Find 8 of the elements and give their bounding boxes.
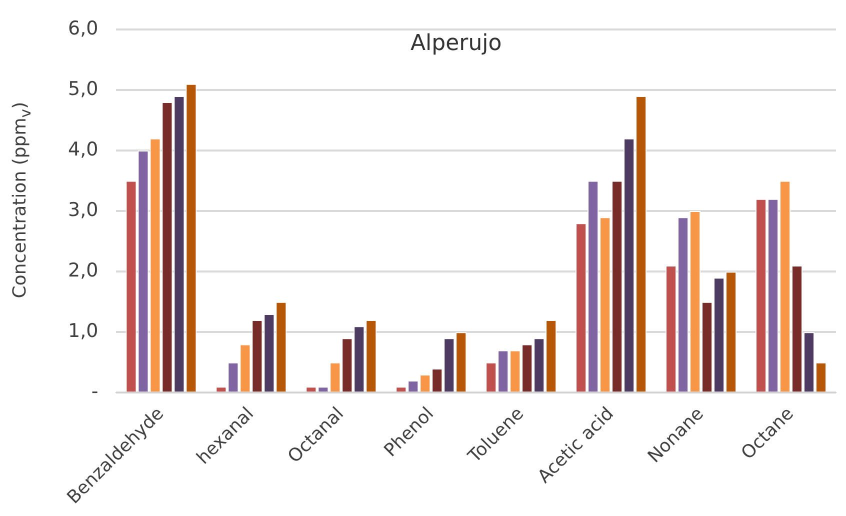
y-tick-label: 5,0 [68, 78, 98, 100]
y-tick-label: 1,0 [68, 320, 98, 342]
y-tick-label: - [91, 380, 98, 403]
y-tick-label: 2,0 [68, 260, 98, 282]
chart-title: Alperujo [410, 31, 502, 56]
y-tick-label: 4,0 [68, 138, 98, 160]
y-tick-label: 6,0 [68, 17, 98, 40]
y-tick-label: 3,0 [68, 198, 98, 221]
